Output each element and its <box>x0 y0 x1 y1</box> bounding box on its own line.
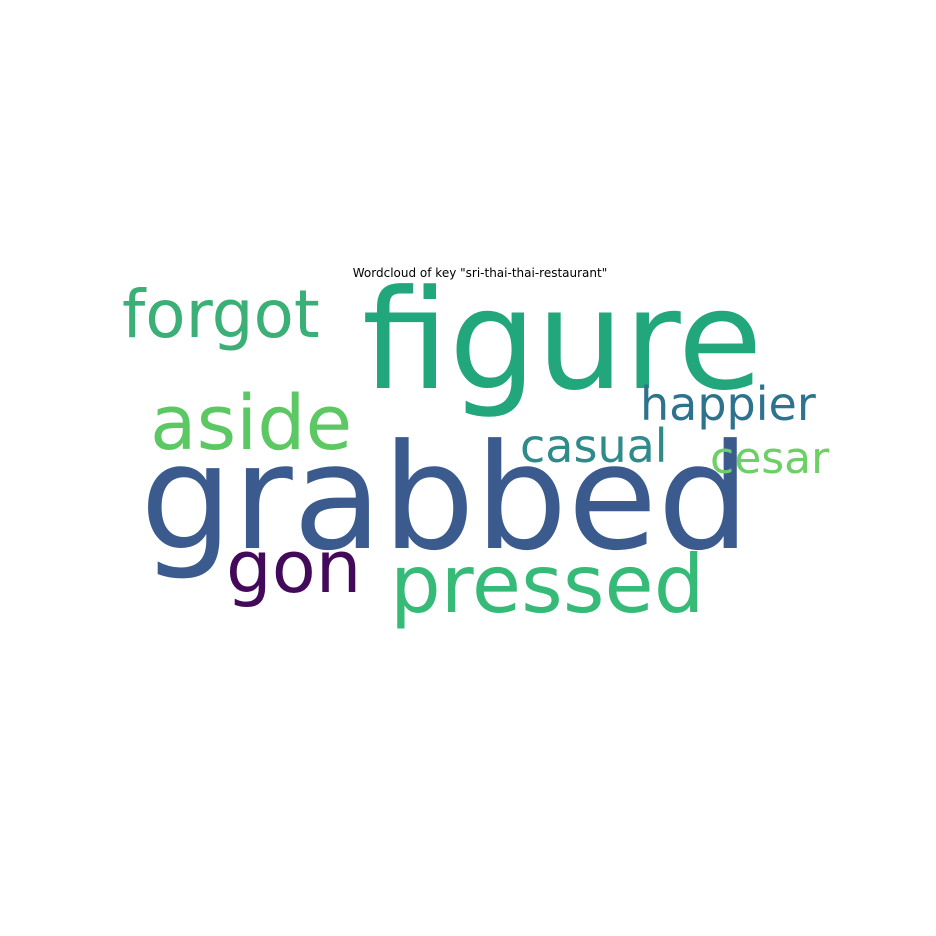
chart-title: Wordcloud of key "sri-thai-thai-restaura… <box>352 266 608 280</box>
word-figure: figure <box>362 260 763 421</box>
word-happier: happier <box>640 377 816 431</box>
word-grabbed: grabbed <box>140 413 750 583</box>
word-forgot: forgot <box>122 276 320 353</box>
word-gon: gon <box>226 525 361 609</box>
word-aside: aside <box>150 378 352 467</box>
word-casual: casual <box>520 419 668 473</box>
word-cesar: cesar <box>710 433 830 484</box>
word-pressed: pressed <box>390 538 705 631</box>
